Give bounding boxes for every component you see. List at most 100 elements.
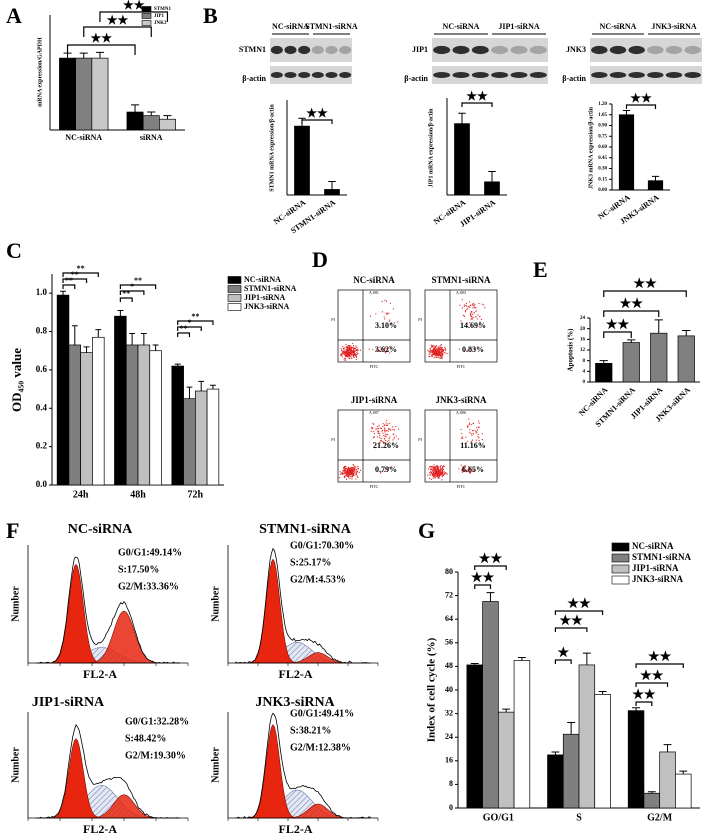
event-dot	[385, 434, 388, 436]
row-label: β-actin	[242, 74, 266, 83]
event-dot	[343, 466, 345, 468]
event-dot	[349, 350, 351, 352]
event-dot	[432, 477, 434, 479]
row-label: β-actin	[404, 74, 428, 83]
event-dot	[342, 473, 344, 475]
event-dot	[436, 475, 438, 477]
significance-bracket	[554, 659, 572, 664]
event-dot	[355, 471, 357, 473]
event-dot	[439, 465, 441, 467]
event-dot	[471, 434, 473, 436]
event-dot	[355, 345, 357, 347]
event-dot	[435, 466, 437, 468]
event-dot	[436, 469, 439, 471]
event-dot	[439, 349, 441, 351]
flow-code: A.006	[456, 410, 466, 415]
event-dot	[431, 469, 433, 471]
bar	[578, 664, 596, 809]
event-dot	[437, 466, 439, 469]
legend-swatch	[141, 20, 152, 26]
event-dot	[436, 470, 438, 472]
error-bar	[517, 657, 526, 661]
event-dot	[439, 474, 442, 476]
flow-x-label: FITC	[457, 364, 466, 369]
blot-band	[270, 45, 283, 55]
significance-bracket	[177, 326, 202, 331]
event-dot	[440, 348, 442, 350]
blot-band	[647, 45, 664, 55]
blot-band	[628, 71, 645, 79]
event-dot	[432, 475, 434, 477]
significance-bracket	[625, 104, 657, 109]
y-tick-label: 72	[445, 590, 453, 599]
legend-label: JIP1	[154, 14, 165, 19]
event-dot	[351, 350, 353, 352]
event-dot	[373, 442, 375, 444]
x-tick-label: siRNA	[140, 133, 163, 142]
phase-stat: G0/G1:70.30%	[290, 540, 354, 551]
error-bar	[186, 386, 193, 399]
event-dot	[388, 440, 390, 442]
y-tick-label: 24	[580, 316, 586, 321]
event-dot	[438, 473, 440, 475]
lane-label: NC-siRNA	[443, 22, 480, 31]
event-dot	[344, 353, 346, 355]
event-dot	[460, 437, 462, 439]
blot-band	[510, 45, 528, 55]
x-tick-label: 24h	[73, 489, 89, 500]
x-tick-label: 72h	[188, 489, 204, 500]
significance-label: ★★	[648, 648, 672, 663]
significance-label: *	[130, 282, 134, 291]
event-dot	[389, 422, 391, 424]
y-tick-label: 0.15	[598, 177, 607, 182]
blot-band	[325, 45, 338, 55]
legend-label: JIP1-siRNA	[632, 563, 679, 573]
event-dot	[433, 346, 435, 348]
bar	[324, 189, 340, 196]
event-dot	[384, 347, 386, 350]
event-dot	[439, 357, 441, 360]
event-dot	[478, 422, 480, 424]
event-dot	[383, 349, 385, 351]
g2-peak	[36, 610, 180, 664]
significance-bracket	[635, 701, 653, 706]
event-dot	[345, 349, 348, 351]
flow-x-label: FITC	[457, 484, 466, 489]
event-dot	[472, 307, 474, 309]
flow-x-label: FITC	[370, 364, 379, 369]
significance-label: ★★	[640, 667, 664, 682]
event-dot	[429, 351, 431, 353]
event-dot	[377, 350, 380, 352]
y-axis-label: Index of cell cycle (%)	[426, 637, 438, 742]
event-dot	[429, 353, 431, 355]
event-dot	[460, 428, 462, 431]
event-dot	[386, 434, 389, 436]
event-dot	[353, 356, 355, 359]
event-dot	[475, 310, 477, 312]
lane-label: NC-siRNA	[600, 22, 637, 31]
event-dot	[381, 300, 383, 302]
error-bar	[627, 339, 636, 343]
blot-band	[433, 45, 451, 55]
event-dot	[353, 469, 355, 471]
event-dot	[340, 347, 342, 350]
event-dot	[388, 312, 390, 314]
event-dot	[351, 354, 353, 356]
event-dot	[356, 471, 358, 473]
event-dot	[439, 356, 441, 359]
event-dot	[440, 467, 442, 469]
bar	[137, 344, 151, 486]
flow-code: A.007	[369, 410, 379, 415]
significance-bracket	[62, 272, 99, 277]
event-dot	[473, 469, 475, 471]
event-dot	[397, 438, 400, 440]
event-dot	[434, 352, 437, 354]
event-dot	[357, 352, 359, 354]
event-dot	[351, 351, 353, 353]
event-dot	[380, 350, 382, 353]
event-dot	[437, 349, 439, 352]
event-dot	[383, 441, 385, 443]
error-bar	[129, 332, 136, 345]
event-dot	[467, 349, 469, 351]
bar	[618, 114, 635, 191]
